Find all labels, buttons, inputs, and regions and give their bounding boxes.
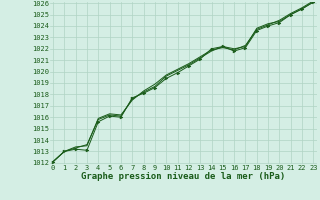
X-axis label: Graphe pression niveau de la mer (hPa): Graphe pression niveau de la mer (hPa): [81, 172, 285, 181]
